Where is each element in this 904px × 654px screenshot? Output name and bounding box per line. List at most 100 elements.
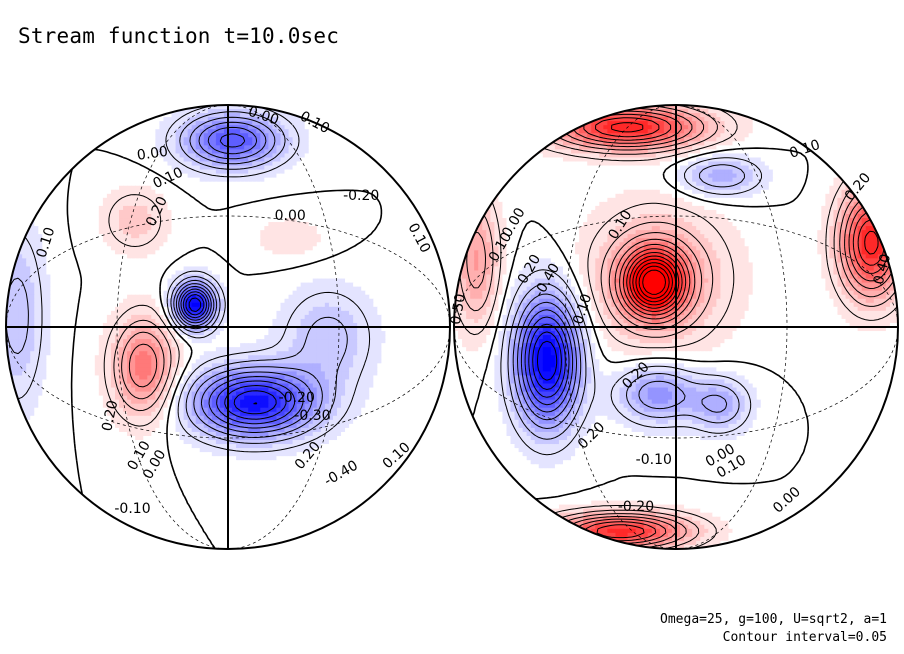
fill-cell bbox=[159, 189, 165, 195]
fill-cell bbox=[377, 165, 382, 171]
fill-cell bbox=[292, 201, 298, 207]
fill-cell bbox=[207, 105, 213, 110]
fill-cell bbox=[203, 270, 209, 276]
fill-cell bbox=[336, 205, 342, 211]
fill-cell bbox=[272, 153, 278, 159]
fill-cell bbox=[143, 274, 148, 280]
fill-cell bbox=[248, 286, 253, 292]
fill-cell bbox=[312, 145, 318, 150]
fill-cell bbox=[272, 327, 278, 332]
fill-cell bbox=[284, 185, 290, 191]
fill-cell bbox=[42, 201, 47, 207]
fill-cell bbox=[381, 298, 387, 304]
fill-cell bbox=[74, 218, 80, 223]
fill-cell bbox=[38, 314, 43, 320]
fill-cell bbox=[179, 209, 185, 215]
fill-cell bbox=[244, 298, 249, 304]
fill-cell bbox=[409, 318, 415, 324]
fill-cell bbox=[54, 282, 60, 288]
fill-cell bbox=[244, 327, 249, 332]
fill-cell bbox=[332, 246, 338, 251]
fill-cell bbox=[429, 322, 435, 328]
fill-cell bbox=[308, 226, 314, 231]
fill-cell bbox=[219, 327, 225, 332]
fill-cell bbox=[280, 250, 286, 255]
fill-cell bbox=[349, 286, 354, 292]
fill-cell bbox=[357, 254, 362, 259]
fill-cell bbox=[62, 290, 68, 296]
fill-cell bbox=[365, 318, 370, 324]
fill-cell bbox=[445, 278, 450, 284]
fill-cell bbox=[252, 177, 257, 183]
fill-cell bbox=[114, 258, 120, 264]
fill-cell bbox=[191, 270, 197, 276]
fill-cell bbox=[361, 222, 366, 227]
fill-cell bbox=[320, 262, 326, 268]
fill-cell bbox=[131, 181, 136, 187]
fill-cell bbox=[345, 266, 350, 272]
fill-cell bbox=[341, 278, 346, 284]
fill-cell bbox=[211, 327, 217, 332]
fill-cell bbox=[119, 209, 124, 215]
fill-cell bbox=[272, 286, 278, 292]
fill-cell bbox=[421, 286, 427, 292]
fill-cell bbox=[94, 270, 100, 276]
fill-cell bbox=[316, 129, 322, 134]
fill-cell bbox=[223, 262, 229, 268]
fill-cell bbox=[38, 246, 43, 251]
fill-cell bbox=[304, 209, 310, 215]
fill-cell bbox=[240, 266, 245, 272]
fill-cell bbox=[288, 270, 294, 276]
fill-cell bbox=[353, 165, 358, 171]
fill-cell bbox=[336, 222, 342, 227]
fill-cell bbox=[345, 226, 350, 231]
fill-cell bbox=[215, 230, 221, 235]
fill-cell bbox=[211, 226, 217, 231]
fill-cell bbox=[46, 246, 51, 251]
fill-cell bbox=[268, 246, 273, 251]
fill-cell bbox=[320, 201, 326, 207]
fill-cell bbox=[58, 327, 64, 332]
fill-cell bbox=[135, 157, 140, 163]
fill-cell bbox=[74, 318, 80, 324]
fill-cell bbox=[78, 201, 84, 207]
fill-cell bbox=[187, 282, 193, 288]
fill-cell bbox=[54, 218, 60, 223]
fill-cell bbox=[288, 177, 294, 183]
fill-cell bbox=[135, 298, 140, 304]
fill-cell bbox=[82, 262, 88, 268]
fill-cell bbox=[131, 282, 136, 288]
fill-cell bbox=[167, 226, 173, 231]
fill-cell bbox=[86, 193, 92, 199]
fill-cell bbox=[123, 157, 128, 163]
fill-cell bbox=[106, 153, 112, 159]
fill-cell bbox=[66, 173, 72, 179]
fill-cell bbox=[147, 254, 152, 259]
fill-cell bbox=[300, 238, 306, 243]
fill-cell bbox=[252, 282, 257, 288]
fill-cell bbox=[324, 209, 330, 215]
fill-cell bbox=[155, 173, 160, 179]
fill-cell bbox=[58, 310, 64, 316]
fill-cell bbox=[232, 234, 237, 239]
fill-cell bbox=[34, 218, 39, 223]
fill-cell bbox=[288, 185, 294, 191]
fill-cell bbox=[167, 298, 173, 304]
fill-cell bbox=[353, 169, 358, 175]
fill-cell bbox=[437, 294, 443, 300]
fill-cell bbox=[308, 294, 314, 300]
fill-cell bbox=[74, 173, 80, 179]
fill-cell bbox=[167, 117, 173, 122]
fill-cell bbox=[131, 290, 136, 296]
fill-cell bbox=[397, 310, 403, 316]
fill-cell bbox=[26, 282, 31, 288]
fill-cell bbox=[187, 222, 193, 227]
fill-cell bbox=[320, 193, 326, 199]
fill-cell bbox=[341, 230, 346, 235]
fill-cell bbox=[381, 306, 387, 312]
fill-cell bbox=[341, 141, 346, 146]
fill-cell bbox=[437, 298, 443, 304]
fill-cell bbox=[240, 197, 245, 203]
fill-cell bbox=[114, 141, 120, 146]
fill-cell bbox=[203, 145, 209, 150]
